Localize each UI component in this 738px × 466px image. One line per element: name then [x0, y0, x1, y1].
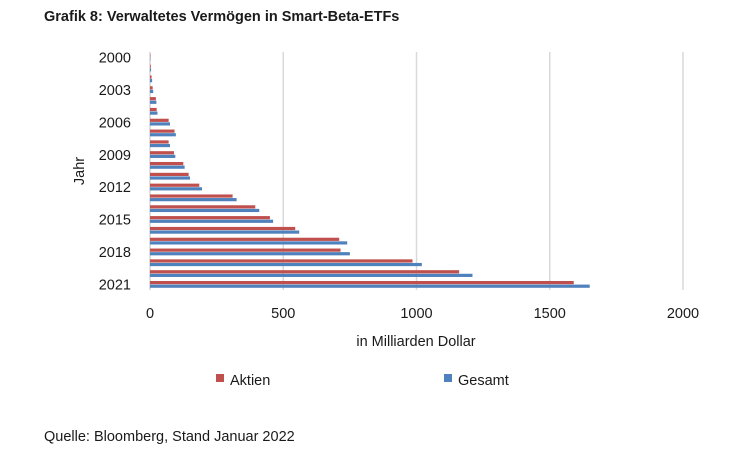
bar-aktien-2018 [150, 248, 341, 252]
bar-gesamt-2013 [150, 198, 237, 202]
legend-swatch-aktien [216, 374, 224, 382]
y-axis-label: Jahr [72, 157, 88, 185]
source-note: Quelle: Bloomberg, Stand Januar 2022 [44, 429, 295, 445]
bar-aktien-2001 [150, 64, 151, 68]
bar-aktien-2008 [150, 140, 169, 144]
bar-aktien-2013 [150, 194, 233, 198]
bar-gesamt-2000 [150, 57, 151, 61]
y-tick-label: 2003 [99, 83, 131, 99]
bar-aktien-2017 [150, 237, 340, 241]
y-tick-label: 2009 [99, 148, 131, 164]
bar-gesamt-2016 [150, 230, 300, 234]
bar-aktien-2005 [150, 107, 157, 112]
bar-gesamt-2018 [150, 252, 350, 256]
x-axis-label: in Milliarden Dollar [356, 334, 475, 350]
x-axis-ticks: 0 500 1000 1500 2000 [146, 306, 699, 322]
bar-aktien-2014 [150, 205, 256, 209]
bar-gesamt-2017 [150, 241, 348, 245]
bar-gesamt-2008 [150, 143, 170, 148]
bar-aktien-2006 [150, 118, 169, 122]
bar-gesamt-2015 [150, 219, 274, 223]
y-axis-ticks: 2000 2003 2006 2009 2012 2015 2018 2021 [99, 50, 131, 293]
bar-gesamt-2004 [150, 100, 157, 104]
bar-aktien-2010 [150, 161, 184, 166]
bar-gesamt-2011 [150, 176, 190, 180]
bar-aktien-2012 [150, 183, 200, 187]
legend: Aktien Gesamt [216, 373, 509, 389]
bar-gesamt-2012 [150, 187, 202, 191]
bar-aktien-2000 [150, 53, 151, 58]
y-tick-label: 2012 [99, 180, 131, 196]
bar-gesamt-2005 [150, 111, 158, 115]
bar-group [150, 53, 590, 288]
bar-gesamt-2019 [150, 262, 422, 267]
bar-aktien-2021 [150, 280, 574, 285]
y-tick-label: 2015 [99, 213, 131, 229]
chart-title: Grafik 8: Verwaltetes Vermögen in Smart-… [44, 9, 400, 25]
bar-gesamt-2007 [150, 133, 176, 137]
bar-aktien-2016 [150, 226, 296, 231]
bar-aktien-2003 [150, 86, 153, 90]
y-tick-label: 2000 [99, 50, 131, 66]
x-tick-label: 500 [271, 306, 295, 322]
legend-label-gesamt: Gesamt [458, 373, 509, 389]
bar-aktien-2011 [150, 172, 189, 177]
bar-gesamt-2009 [150, 154, 176, 158]
x-tick-label: 0 [146, 306, 154, 322]
x-tick-label: 2000 [667, 306, 699, 322]
bar-gesamt-2002 [150, 79, 153, 83]
x-tick-label: 1500 [534, 306, 566, 322]
bar-aktien-2004 [150, 97, 156, 101]
bar-gesamt-2014 [150, 208, 260, 213]
bar-aktien-2002 [150, 75, 152, 79]
bar-aktien-2020 [150, 270, 460, 274]
bar-gesamt-2010 [150, 165, 185, 169]
y-tick-label: 2018 [99, 245, 131, 261]
bar-gesamt-2006 [150, 122, 170, 126]
x-tick-label: 1000 [400, 306, 432, 322]
bar-gesamt-2020 [150, 273, 473, 277]
bar-aktien-2007 [150, 129, 175, 133]
legend-label-aktien: Aktien [230, 373, 270, 389]
bar-aktien-2019 [150, 259, 413, 263]
bar-aktien-2015 [150, 216, 270, 220]
bar-gesamt-2021 [150, 284, 590, 288]
bar-aktien-2009 [150, 151, 174, 155]
y-tick-label: 2021 [99, 278, 131, 294]
legend-swatch-gesamt [444, 374, 452, 382]
bar-gesamt-2001 [150, 68, 152, 72]
y-tick-label: 2006 [99, 115, 131, 131]
bar-gesamt-2003 [150, 89, 154, 94]
